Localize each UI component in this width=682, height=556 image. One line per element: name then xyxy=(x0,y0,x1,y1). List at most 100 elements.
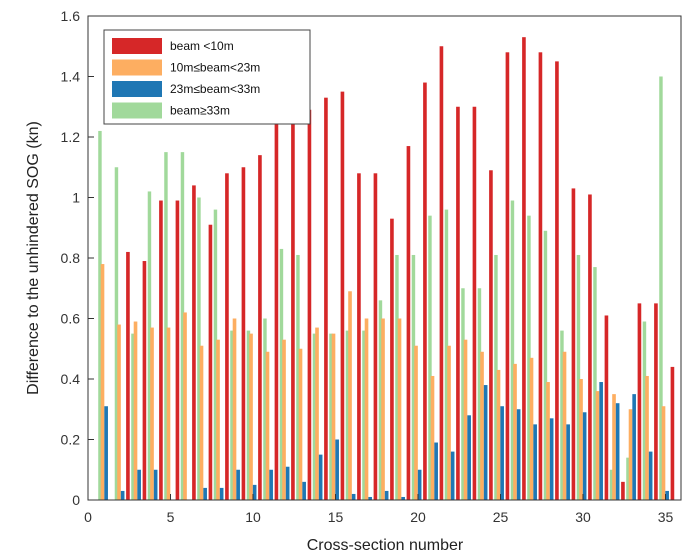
bar-beam-10m-3 xyxy=(142,261,147,500)
bar-beam-33m-21 xyxy=(428,215,432,500)
bar-23m-beam-33m-23 xyxy=(467,415,471,500)
bar-beam-10m-28 xyxy=(555,61,559,500)
bar-beam-33m-25 xyxy=(494,254,498,500)
bar-beam-33m-1 xyxy=(98,130,102,500)
bar-beam-33m-31 xyxy=(593,267,597,500)
x-axis-label: Cross-section number xyxy=(307,537,464,554)
bar-10m-beam-23m-21 xyxy=(430,375,435,500)
bar-beam-33m-30 xyxy=(576,254,581,500)
y-tick-label: 0.4 xyxy=(61,371,81,387)
bar-10m-beam-23m-17 xyxy=(364,318,369,500)
bar-10m-beam-23m-33 xyxy=(628,409,633,500)
bar-10m-beam-23m-14 xyxy=(315,327,319,500)
legend-swatch xyxy=(112,81,162,97)
bar-23m-beam-33m-11 xyxy=(269,469,273,500)
bar-beam-33m-17 xyxy=(362,330,366,500)
bar-10m-beam-23m-31 xyxy=(595,391,600,500)
bar-beam-10m-5 xyxy=(175,200,180,500)
bar-10m-beam-23m-6 xyxy=(183,312,187,500)
bar-23m-beam-33m-31 xyxy=(599,382,603,500)
bar-beam-33m-34 xyxy=(642,321,647,500)
y-tick-label: 1.2 xyxy=(61,129,81,145)
bar-23m-beam-33m-3 xyxy=(137,469,141,500)
bar-23m-beam-33m-34 xyxy=(648,451,653,500)
bar-10m-beam-23m-25 xyxy=(496,369,501,500)
legend-label: 23m≤beam<33m xyxy=(170,82,260,96)
y-tick-label: 0.8 xyxy=(61,250,81,266)
bar-beam-33m-5 xyxy=(164,152,168,500)
bar-beam-10m-23 xyxy=(472,106,477,500)
legend: beam <10m 10m≤beam<23m 23m≤beam<33m beam≥33… xyxy=(103,29,311,125)
bar-10m-beam-23m-19 xyxy=(397,318,402,500)
y-axis-label: Difference to the unhindered SOG (kn) xyxy=(25,121,42,395)
bar-23m-beam-33m-14 xyxy=(318,454,323,500)
legend-label: beam <10m xyxy=(170,39,234,53)
bar-beam-10m-15 xyxy=(340,91,345,500)
bar-beam-33m-3 xyxy=(131,333,135,500)
bar-beam-10m-7 xyxy=(208,224,213,500)
bars-layer xyxy=(98,37,675,501)
bar-beam-10m-20 xyxy=(423,82,427,501)
bar-23m-beam-33m-32 xyxy=(615,403,620,500)
bar-10m-beam-23m-29 xyxy=(562,351,567,500)
bar-beam-10m-30 xyxy=(588,194,592,500)
bar-23m-beam-33m-12 xyxy=(285,466,290,500)
x-tick-label: 0 xyxy=(84,509,92,525)
bar-23m-beam-33m-24 xyxy=(483,385,488,500)
y-tick-label: 0.2 xyxy=(61,432,81,448)
bar-beam-10m-9 xyxy=(241,167,246,500)
x-tick-label: 15 xyxy=(328,509,344,525)
bar-beam-33m-22 xyxy=(444,209,449,500)
x-tick-label: 5 xyxy=(167,509,175,525)
bar-beam-10m-6 xyxy=(192,185,196,500)
bar-beam-33m-2 xyxy=(114,167,119,500)
bar-10m-beam-23m-24 xyxy=(480,351,484,500)
bar-beam-33m-26 xyxy=(510,200,515,500)
bar-10m-beam-23m-30 xyxy=(579,379,583,500)
bar-beam-10m-27 xyxy=(538,52,543,501)
bar-beam-33m-16 xyxy=(345,330,350,500)
bar-beam-33m-20 xyxy=(411,254,416,500)
tick-layer: 0 0.2 0.4 0.6 0.8 1 1.2 1.4 1.6 0 5 10 15 20 25 30 35 xyxy=(61,8,674,525)
bar-23m-beam-33m-15 xyxy=(335,439,339,500)
bar-beam-33m-35 xyxy=(659,76,663,500)
x-tick-label: 25 xyxy=(493,509,509,525)
bar-23m-beam-33m-29 xyxy=(566,424,570,500)
bar-23m-beam-33m-9 xyxy=(236,469,240,500)
x-tick-label: 20 xyxy=(410,509,426,525)
bar-10m-beam-23m-28 xyxy=(546,382,550,500)
bar-beam-10m-25 xyxy=(505,52,510,501)
legend-swatch xyxy=(112,59,162,76)
bar-beam-33m-10 xyxy=(246,330,251,500)
bar-10m-beam-23m-7 xyxy=(199,345,204,500)
bar-beam-33m-32 xyxy=(609,469,614,500)
bar-beam-10m-18 xyxy=(390,218,394,501)
y-tick-label: 0 xyxy=(72,492,80,508)
bar-beam-33m-19 xyxy=(395,254,399,500)
bar-beam-33m-15 xyxy=(329,333,333,500)
x-tick-label: 30 xyxy=(575,509,591,525)
legend-label: 10m≤beam<23m xyxy=(170,61,260,75)
bar-10m-beam-23m-20 xyxy=(414,345,418,500)
bar-beam-33m-7 xyxy=(197,197,201,500)
bar-beam-33m-11 xyxy=(263,318,267,500)
bar-beam-33m-27 xyxy=(527,215,531,500)
bar-beam-10m-22 xyxy=(456,106,460,500)
bar-beam-33m-14 xyxy=(312,333,317,500)
bar-10m-beam-23m-2 xyxy=(117,324,121,500)
bar-23m-beam-33m-19 xyxy=(401,496,405,500)
bar-23m-beam-33m-4 xyxy=(153,469,158,500)
bar-beam-33m-4 xyxy=(147,191,152,500)
bar-23m-beam-33m-17 xyxy=(368,496,372,500)
bar-beam-10m-11 xyxy=(274,115,279,500)
bar-beam-33m-8 xyxy=(213,209,218,500)
bar-beam-33m-24 xyxy=(477,288,482,500)
bar-beam-10m-33 xyxy=(637,303,642,500)
bar-beam-10m-31 xyxy=(604,315,609,500)
bar-23m-beam-33m-16 xyxy=(351,493,356,500)
bar-10m-beam-23m-9 xyxy=(232,318,237,500)
bar-beam-10m-32 xyxy=(621,481,625,500)
bar-beam-10m-35 xyxy=(670,366,675,500)
bar-beam-33m-9 xyxy=(230,330,234,500)
